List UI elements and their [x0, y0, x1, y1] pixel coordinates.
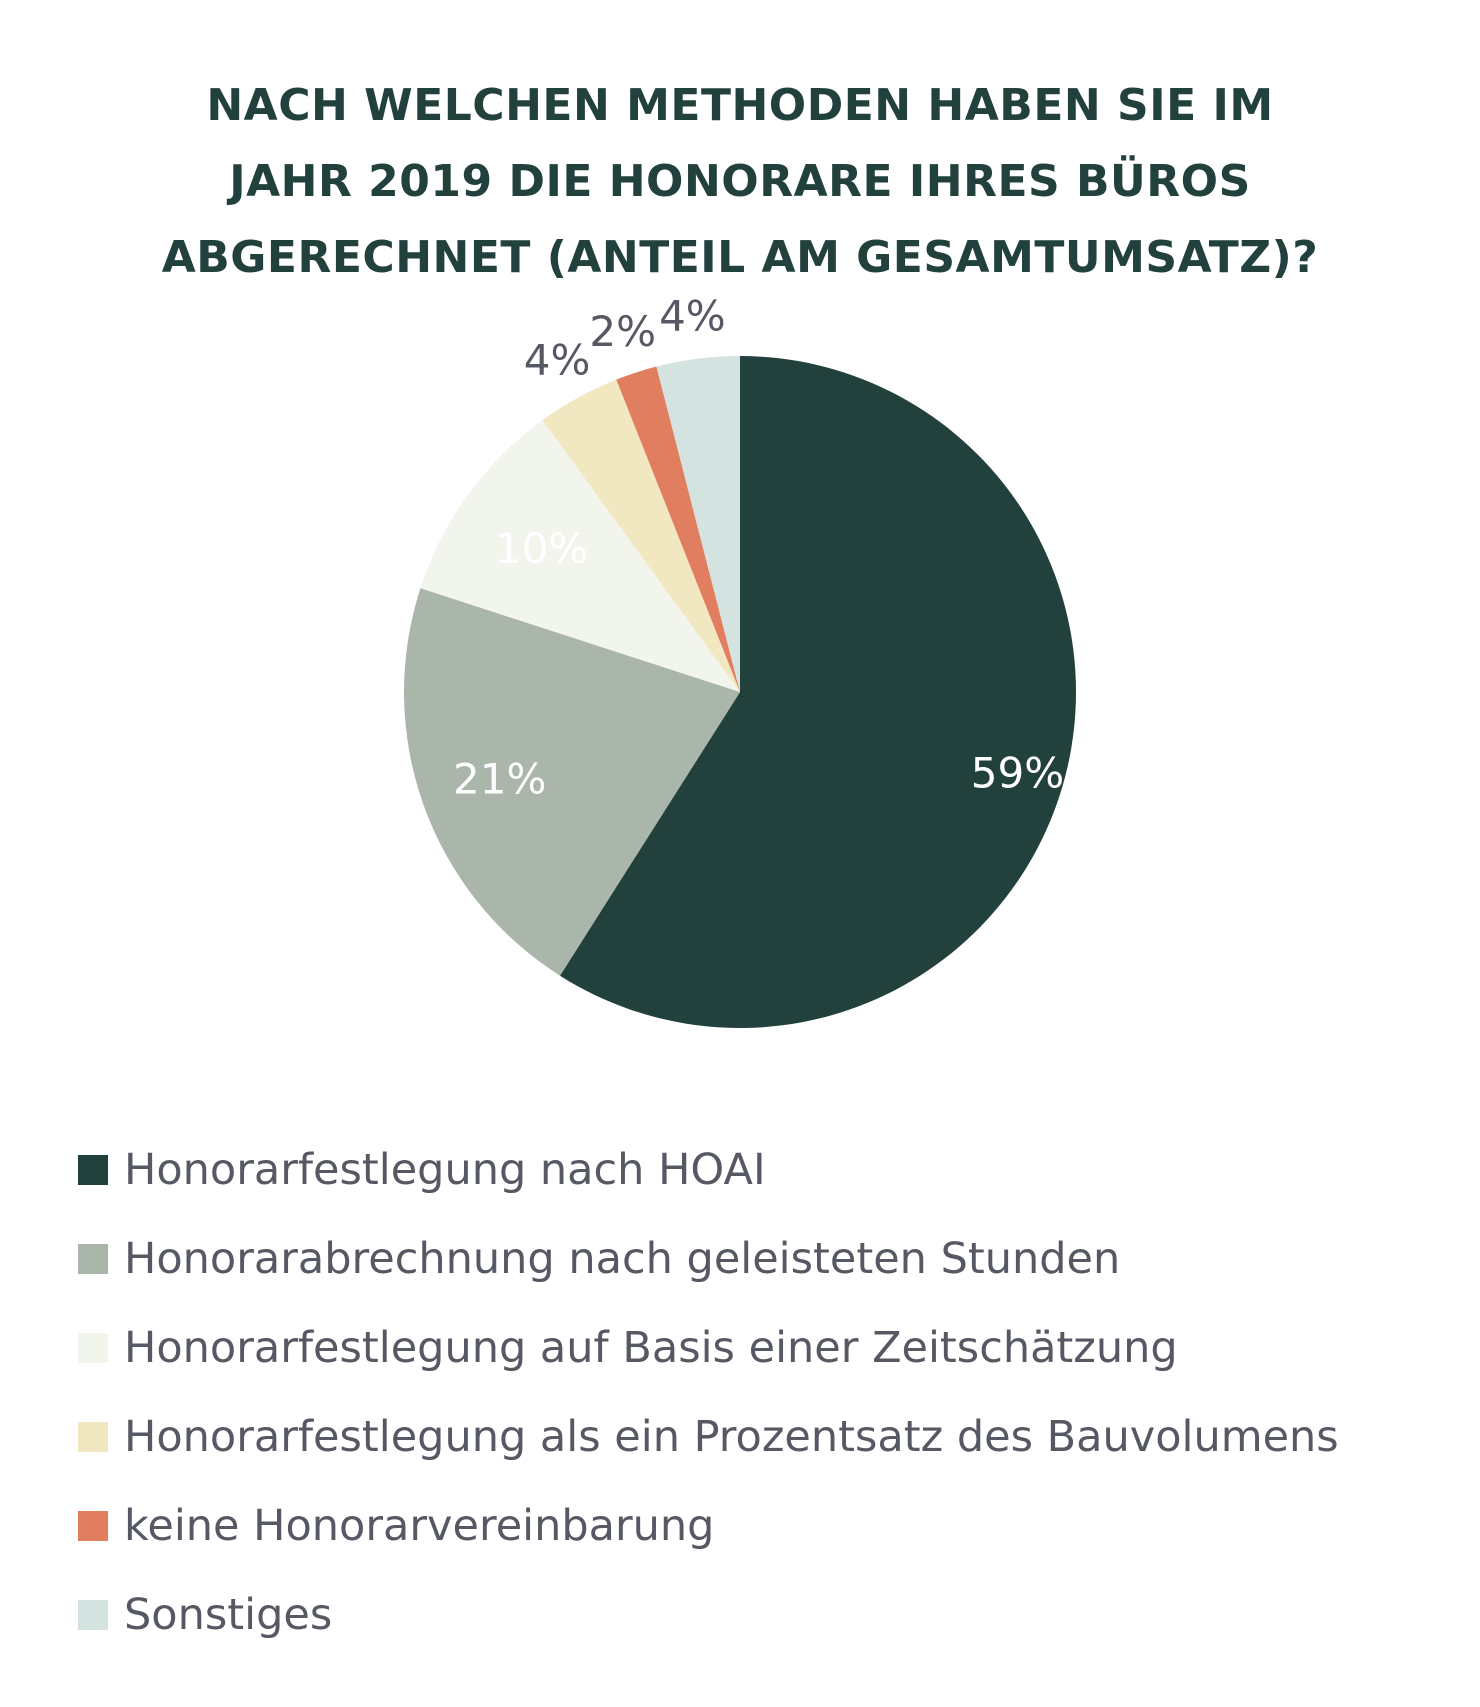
- legend-item-sonstiges: Sonstiges: [78, 1570, 1458, 1659]
- legend-item-zeitschaetzung: Honorarfestlegung auf Basis einer Zeitsc…: [78, 1303, 1458, 1392]
- pie-slice: [404, 588, 740, 976]
- pie-chart: 59% 21% 10% 4%2% 4%: [404, 291, 1077, 1028]
- legend-label: Honorarfestlegung auf Basis einer Zeitsc…: [124, 1322, 1178, 1373]
- pie-slice-label: 4%: [659, 291, 726, 340]
- legend-swatch: [78, 1332, 108, 1363]
- legend-label: keine Honorarvereinbarung: [124, 1500, 715, 1551]
- pie-slice: [559, 356, 1077, 1028]
- legend-item-hoai: Honorarfestlegung nach HOAI: [78, 1125, 1458, 1214]
- chart-title-line-2: JAHR 2019 DIE HONORARE IHRES BÜROS: [229, 156, 1251, 207]
- chart-title: NACH WELCHEN METHODEN HABEN SIE IM JAHR …: [100, 68, 1380, 296]
- legend-swatch: [78, 1421, 108, 1452]
- pie-slice: [420, 420, 740, 692]
- legend-swatch: [78, 1510, 108, 1541]
- legend-label: Honorarfestlegung nach HOAI: [124, 1144, 766, 1195]
- pie-slice-label: 2%: [589, 307, 656, 356]
- legend-label: Honorarabrechnung nach geleisteten Stund…: [124, 1233, 1121, 1284]
- legend-swatch: [78, 1599, 108, 1630]
- chart-title-line-3: ABGERECHNET (ANTEIL AM GESAMTUMSATZ)?: [161, 232, 1319, 283]
- pie-slice: [542, 379, 740, 692]
- legend-swatch: [78, 1154, 108, 1185]
- pie-slice: [656, 356, 740, 692]
- legend-item-keine: keine Honorarvereinbarung: [78, 1481, 1458, 1570]
- chart-title-line-1: NACH WELCHEN METHODEN HABEN SIE IM: [206, 80, 1274, 131]
- pie-slice-label: 21%: [453, 755, 546, 804]
- pie-slice: [616, 366, 740, 692]
- legend-label: Sonstiges: [124, 1589, 333, 1640]
- legend-label: Honorarfestlegung als ein Prozentsatz de…: [124, 1411, 1339, 1462]
- pie-slice-label: 59%: [971, 749, 1064, 798]
- legend-swatch: [78, 1243, 108, 1274]
- pie-slice-label: 10%: [495, 524, 588, 573]
- legend-item-stunden: Honorarabrechnung nach geleisteten Stund…: [78, 1214, 1458, 1303]
- pie-slice-label: 4%: [524, 335, 591, 384]
- legend: Honorarfestlegung nach HOAI Honorarabrec…: [78, 1125, 1458, 1659]
- legend-item-bauvolumen: Honorarfestlegung als ein Prozentsatz de…: [78, 1392, 1458, 1481]
